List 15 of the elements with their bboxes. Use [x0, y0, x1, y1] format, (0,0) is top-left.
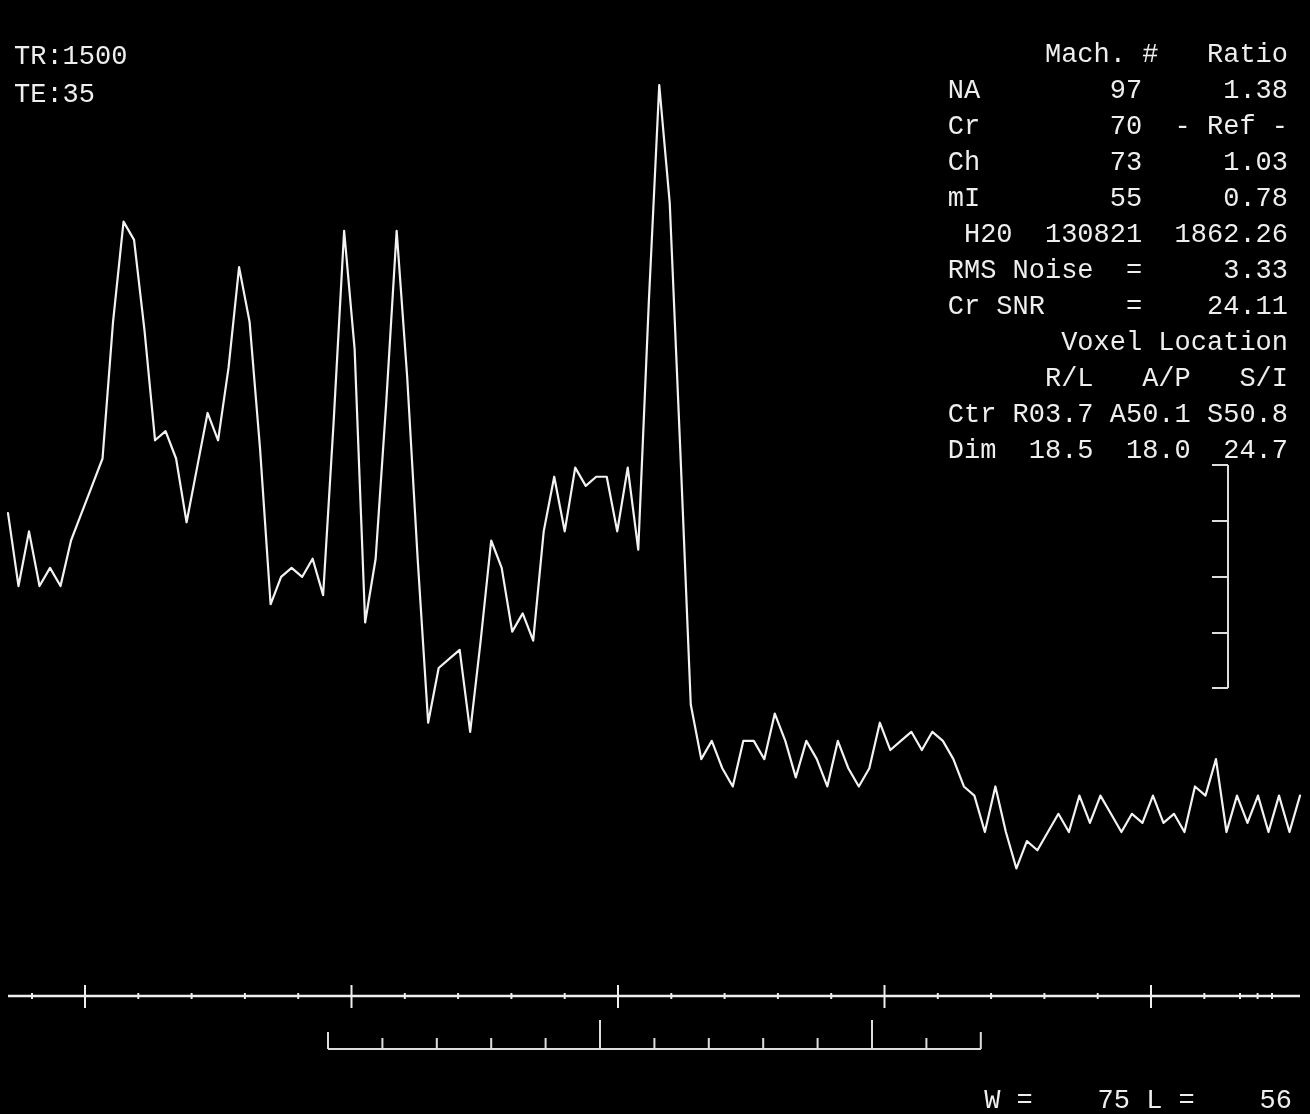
annotation: mI 55 0.78 [947, 184, 1288, 214]
annotation: RMS Noise = 3.33 [947, 256, 1288, 286]
annotation: Dim 18.5 18.0 24.7 [947, 436, 1288, 466]
annotation: R/L A/P S/I [1044, 364, 1288, 394]
annotation: H20 130821 1862.26 [963, 220, 1288, 250]
annotation: TE:35 [14, 80, 96, 110]
annotation: NA 97 1.38 [947, 76, 1288, 106]
text: TR:1500 [14, 42, 128, 72]
annotation: Ch 73 1.03 [947, 148, 1288, 178]
annotation: Voxel Location [1061, 328, 1288, 358]
annotation: Cr SNR = 24.11 [947, 292, 1288, 322]
text: W = 75 L = 56 [984, 1086, 1292, 1114]
text: Mach. # Ratio [1044, 40, 1288, 70]
annotation: Ctr R03.7 A50.1 S50.8 [947, 400, 1288, 430]
annotation: Cr 70 - Ref - [947, 112, 1288, 142]
